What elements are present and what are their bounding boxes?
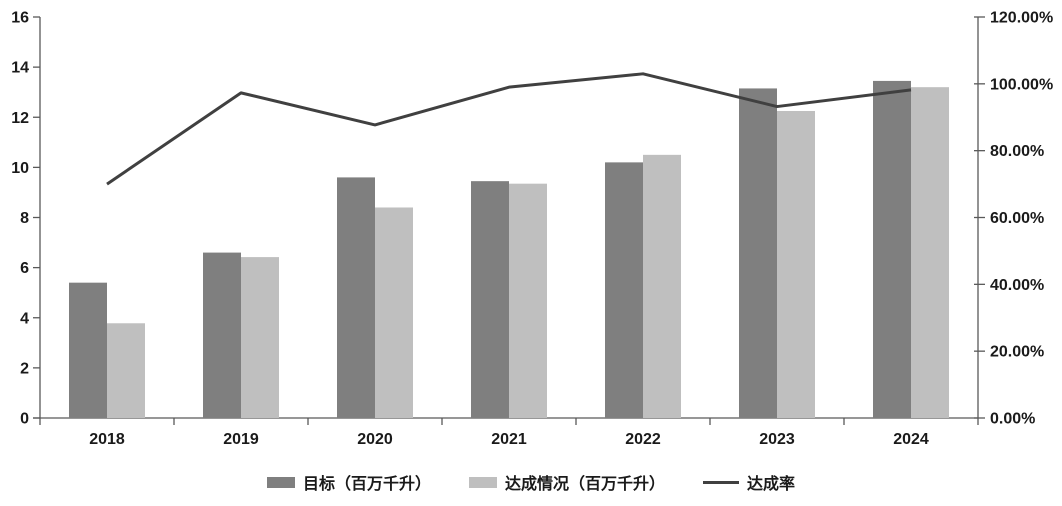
x-axis-category-label: 2024 <box>893 431 929 448</box>
bar-2024-series-1 <box>911 87 949 419</box>
bar-2022-series-0 <box>605 162 643 418</box>
legend-label-target: 目标（百万千升） <box>302 476 431 493</box>
x-axis-category-label: 2023 <box>759 431 795 448</box>
rate-line-swatch-icon <box>703 480 739 484</box>
legend-item-achievement: 达成情况（百万千升） <box>468 470 665 494</box>
bar-2020-series-1 <box>375 207 413 418</box>
x-axis-category-label: 2022 <box>625 431 661 448</box>
y-axis-left-tick-label: 14 <box>11 60 29 77</box>
legend-item-target: 目标（百万千升） <box>266 470 431 494</box>
x-axis-category-label: 2020 <box>357 431 393 448</box>
y-axis-left-tick-label: 6 <box>20 260 29 277</box>
bar-2019-series-0 <box>203 252 241 418</box>
y-axis-left-tick-label: 10 <box>11 160 29 177</box>
y-axis-right-tick-label: 60.00% <box>990 210 1044 227</box>
y-axis-left-tick-label: 16 <box>11 10 29 27</box>
legend-label-achievement: 达成情况（百万千升） <box>504 476 665 493</box>
legend-item-rate: 达成率 <box>703 470 795 494</box>
bar-2021-series-0 <box>471 181 509 418</box>
chart-legend: 目标（百万千升） 达成情况（百万千升） 达成率 <box>0 462 1062 502</box>
y-axis-right-tick-label: 20.00% <box>990 344 1044 361</box>
x-axis-category-label: 2021 <box>491 431 527 448</box>
y-axis-right-tick-label: 100.00% <box>990 76 1053 93</box>
x-axis-category-label: 2018 <box>89 431 125 448</box>
rate-line-series <box>106 72 912 186</box>
y-axis-right-tick-label: 0.00% <box>990 411 1035 428</box>
y-axis-right-tick-label: 40.00% <box>990 277 1044 294</box>
y-axis-right-tick-label: 120.00% <box>990 10 1053 27</box>
bar-2020-series-0 <box>337 177 375 418</box>
y-axis-left-tick-label: 0 <box>20 411 29 428</box>
bar-2024-series-0 <box>873 80 911 419</box>
y-axis-left-tick-label: 2 <box>20 360 29 377</box>
bar-2018-series-1 <box>107 323 145 418</box>
achievement-bar-swatch-icon <box>468 476 497 488</box>
x-axis-category-label: 2019 <box>223 431 259 448</box>
y-axis-left-tick-label: 12 <box>11 110 29 127</box>
y-axis-left-tick-label: 4 <box>20 310 29 327</box>
combo-chart-plot: 0 2 4 6 8 10 12 14 16 0.00% 20.00% 40.00% 60.00% 80.0… <box>11 10 1053 449</box>
bar-2019-series-1 <box>241 257 279 418</box>
y-axis-right-tick-label: 80.00% <box>990 143 1044 160</box>
bar-2023-series-1 <box>777 110 815 418</box>
bar-2021-series-1 <box>509 183 547 418</box>
bar-2023-series-0 <box>739 88 777 418</box>
y-axis-left-tick-label: 8 <box>20 210 29 227</box>
bar-2018-series-0 <box>69 282 107 418</box>
target-bar-swatch-icon <box>266 476 295 488</box>
legend-label-rate: 达成率 <box>747 476 796 493</box>
bar-2022-series-1 <box>643 154 681 418</box>
